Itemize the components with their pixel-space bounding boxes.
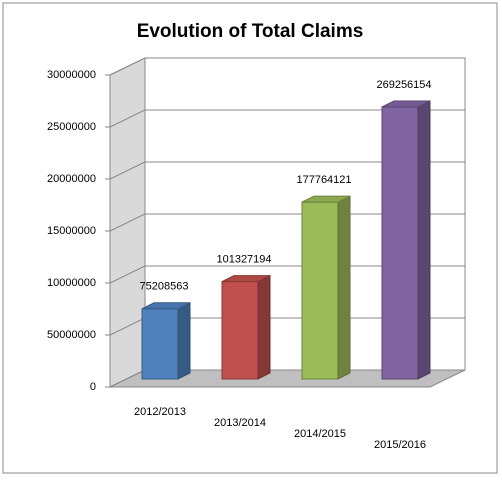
bar [141,308,179,380]
y-tick-label: 50000000 [47,329,96,341]
x-tick-label: 2013/2014 [214,417,266,429]
grid-line [109,265,465,284]
grid-line [109,161,465,180]
data-label: 75208563 [140,281,189,293]
bar-side [177,301,191,380]
data-label: 101327194 [216,254,271,266]
bar-side [337,195,351,380]
bar-side [257,274,271,380]
y-tick-label: 0 [90,381,96,393]
y-tick-label: 30000000 [47,69,96,81]
bar-top [301,195,351,203]
y-tick-label: 10000000 [47,277,96,289]
bar [301,201,339,380]
bar [381,106,419,380]
chart-title: Evolution of Total Claims [137,21,364,42]
x-tick-label: 2014/2015 [294,428,346,440]
bar [221,281,259,380]
y-tick-label: 25000000 [47,121,96,133]
bar-top [141,302,191,310]
y-tick-label: 15000000 [47,225,96,237]
bar-top [381,100,431,108]
grid-line [109,109,465,128]
data-label: 177764121 [296,174,351,186]
bar-side [417,100,431,380]
grid-line [109,213,465,232]
data-label: 269256154 [376,79,431,91]
x-tick-label: 2012/2013 [134,406,186,418]
bar-top [221,275,271,283]
grid-line [109,57,465,76]
y-tick-label: 20000000 [47,173,96,185]
x-tick-label: 2015/2016 [374,439,426,451]
